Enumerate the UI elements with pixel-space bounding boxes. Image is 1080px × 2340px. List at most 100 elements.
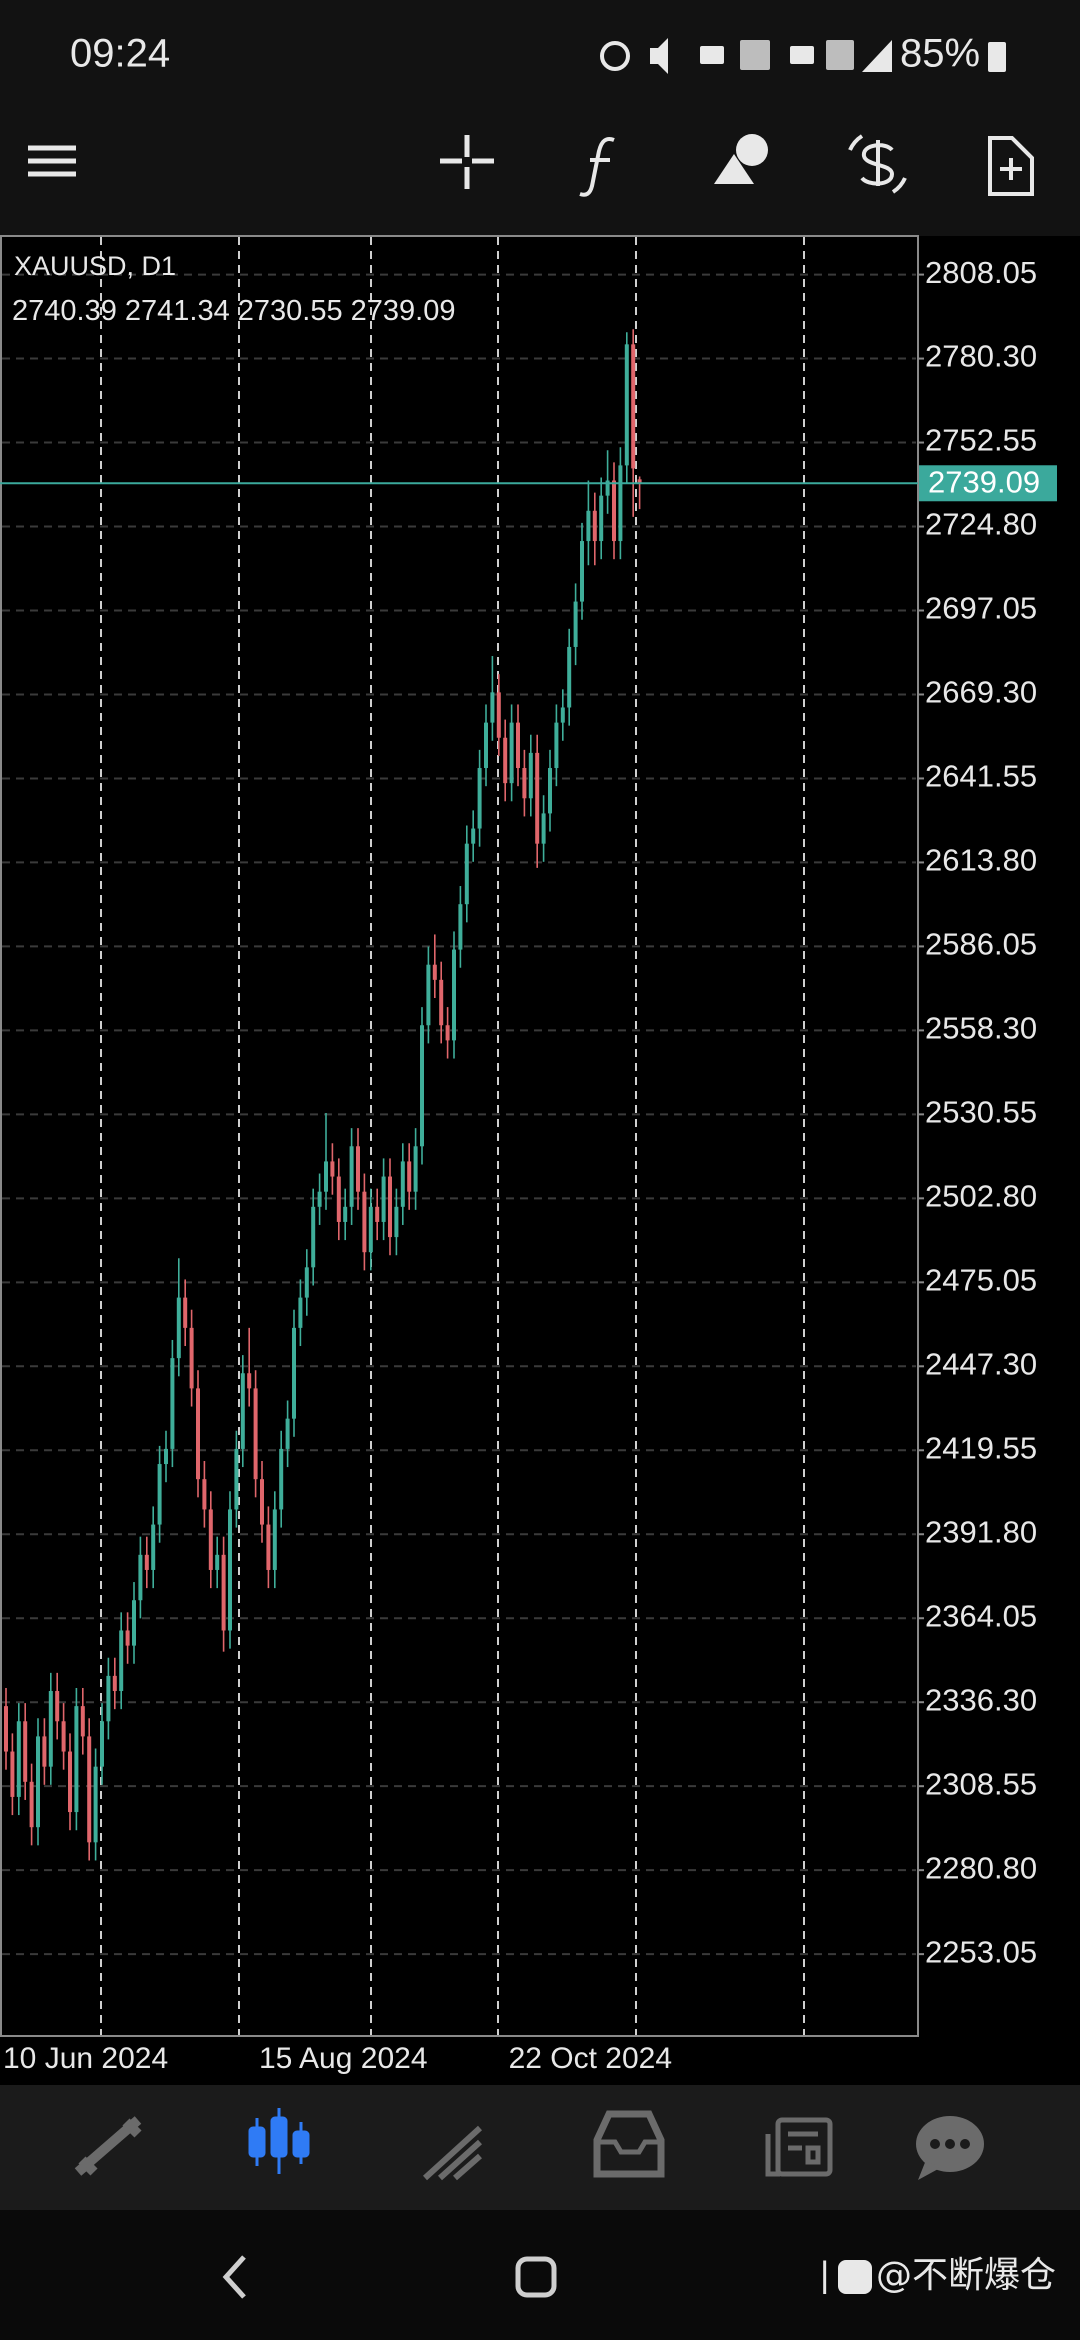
candle-body	[516, 722, 520, 769]
candle-body	[548, 768, 552, 814]
tab-bar	[0, 2085, 1080, 2210]
y-tick-label: 2697.05	[925, 591, 1037, 626]
candle-body	[272, 1509, 277, 1570]
candle-body	[221, 1554, 226, 1631]
chart-tab[interactable]	[248, 2108, 310, 2174]
candle-body	[260, 1479, 264, 1525]
candle-body	[298, 1297, 303, 1328]
y-tick-label: 2308.55	[925, 1766, 1037, 1801]
news-tab[interactable]	[765, 2117, 833, 2177]
candle-body	[413, 1146, 418, 1192]
y-tick-label: 2253.05	[925, 1934, 1037, 1969]
x-tick-label: 15 Aug 2024	[259, 2042, 428, 2075]
watermark-bar: |	[820, 2254, 829, 2295]
candle-body	[234, 1448, 239, 1510]
y-tick-label: 2641.55	[925, 759, 1037, 794]
y-tick-label: 2336.30	[925, 1682, 1037, 1717]
candle-body	[240, 1373, 245, 1449]
candle-body	[496, 692, 501, 738]
candle-body	[535, 752, 540, 844]
candle-body	[80, 1706, 85, 1737]
status-icons	[600, 38, 892, 74]
candle-body	[132, 1600, 136, 1646]
y-tick-label: 2530.55	[925, 1095, 1037, 1130]
candle-body	[573, 601, 578, 647]
symbol-label: XAUUSD, D1	[14, 251, 176, 281]
objects-button[interactable]	[714, 134, 768, 184]
watermark: @不断爆仓	[876, 2255, 1056, 2296]
h-grid	[2, 273, 916, 1956]
candle-body	[503, 737, 508, 784]
candle-body	[605, 480, 610, 496]
candle-body	[68, 1751, 72, 1813]
indicator-button[interactable]	[579, 137, 615, 197]
history-tab[interactable]	[593, 2110, 665, 2178]
new-order-button[interactable]	[988, 136, 1034, 196]
candle-body	[285, 1418, 290, 1449]
ohlc-close: 2739.09	[351, 295, 456, 327]
candle-body	[388, 1176, 392, 1238]
status-time: 09:24	[70, 32, 170, 76]
ohlc-label: 2740.39 2741.34 2730.55 2739.09	[12, 295, 456, 327]
candle-body	[586, 510, 591, 542]
candle-body	[554, 722, 559, 769]
menu-button[interactable]	[28, 145, 76, 177]
axes: 2808.05 2780.30 2752.55 2724.80 2697.05 2669.…	[0, 255, 1057, 2075]
candle-body	[477, 768, 482, 829]
trade-tab[interactable]	[422, 2125, 483, 2181]
candle-body	[74, 1706, 79, 1813]
candle-body	[349, 1146, 354, 1207]
candle-body	[16, 1721, 21, 1797]
candle-body	[420, 1025, 424, 1147]
candle-body	[266, 1524, 271, 1570]
candle-body	[151, 1524, 156, 1570]
x-tick-label: 10 Jun 2024	[3, 2042, 168, 2075]
candle-body	[29, 1781, 34, 1828]
candle-body	[61, 1721, 66, 1752]
candle-body	[432, 964, 437, 980]
tabs	[74, 2108, 984, 2181]
candle-body	[490, 692, 495, 723]
candle-body	[445, 1025, 450, 1041]
trade-button[interactable]	[848, 134, 907, 194]
plot-area	[0, 235, 919, 2037]
candle-body	[106, 1675, 111, 1722]
candle-body	[100, 1721, 104, 1767]
candle-body	[592, 510, 597, 542]
candle-body	[368, 1206, 373, 1253]
candle-body	[253, 1388, 258, 1480]
candle-body	[311, 1206, 316, 1268]
y-tick-label: 2364.05	[925, 1598, 1037, 1633]
y-tick-label: 2475.05	[925, 1263, 1037, 1298]
quotes-tab[interactable]	[74, 2116, 142, 2176]
y-tick-label: 2586.05	[925, 927, 1037, 962]
candle-body	[631, 344, 636, 469]
y-tick-label: 2447.30	[925, 1346, 1037, 1381]
candle-body	[624, 344, 629, 466]
y-tick-label: 2391.80	[925, 1514, 1037, 1549]
candle-body	[164, 1448, 168, 1465]
candle-body	[336, 1176, 341, 1222]
candle-body	[618, 465, 623, 542]
chat-tab[interactable]	[916, 2116, 984, 2180]
toolbar	[28, 134, 1034, 197]
crosshair-button[interactable]	[440, 135, 494, 189]
candle-body	[471, 828, 476, 844]
candle-body	[119, 1630, 124, 1692]
candle-body	[42, 1736, 47, 1767]
candle-body	[580, 541, 584, 602]
candle-body	[183, 1297, 188, 1328]
candle-body	[48, 1691, 53, 1767]
candle-body	[522, 768, 527, 799]
candle-body	[176, 1297, 181, 1359]
top-bar	[0, 0, 1080, 236]
candle-body	[439, 979, 444, 1026]
home-button[interactable]	[515, 2256, 557, 2298]
back-button[interactable]	[222, 2255, 246, 2299]
battery-icon	[988, 42, 1006, 72]
candle-body	[400, 1161, 405, 1207]
ohlc-high: 2741.34	[125, 295, 230, 327]
candle-body	[10, 1751, 15, 1797]
candle-body	[292, 1327, 296, 1419]
